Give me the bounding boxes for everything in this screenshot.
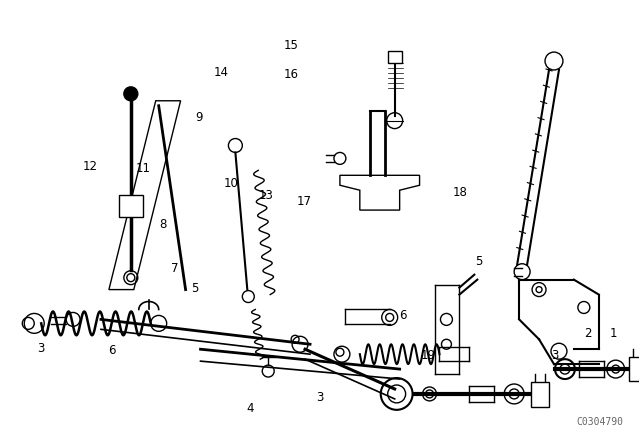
Text: 3: 3: [316, 391, 324, 404]
Text: 14: 14: [214, 66, 228, 79]
Text: 10: 10: [223, 177, 238, 190]
Text: 4: 4: [246, 402, 253, 415]
Bar: [628, 357, 640, 381]
Text: 13: 13: [259, 189, 273, 202]
Text: 15: 15: [284, 39, 299, 52]
Bar: [388, 51, 402, 63]
Text: 18: 18: [452, 186, 468, 199]
Text: 2: 2: [584, 327, 591, 340]
Text: 19: 19: [421, 349, 436, 362]
Text: 6: 6: [399, 309, 406, 322]
Text: 5: 5: [476, 255, 483, 268]
Text: 9: 9: [195, 111, 203, 124]
Bar: [119, 195, 143, 217]
Text: 3: 3: [551, 349, 558, 362]
Text: 17: 17: [296, 195, 312, 208]
Text: C0304790: C0304790: [577, 417, 623, 427]
Text: 5: 5: [191, 282, 198, 295]
Bar: [531, 382, 549, 407]
Text: 12: 12: [83, 159, 98, 172]
Text: 8: 8: [159, 217, 166, 231]
Text: 11: 11: [136, 162, 151, 175]
Polygon shape: [340, 175, 420, 210]
Text: 6: 6: [108, 345, 115, 358]
Polygon shape: [109, 101, 180, 289]
Circle shape: [124, 87, 138, 101]
Text: 3: 3: [37, 342, 45, 355]
Text: 7: 7: [171, 262, 179, 275]
Text: 1: 1: [609, 327, 617, 340]
Text: 16: 16: [284, 69, 299, 82]
